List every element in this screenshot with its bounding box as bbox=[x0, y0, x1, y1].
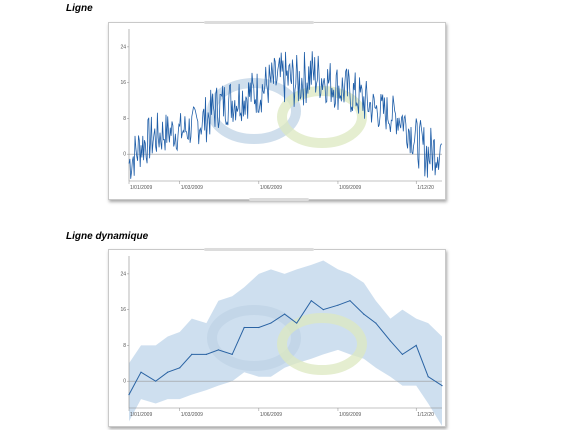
data-point bbox=[231, 353, 233, 355]
data-point bbox=[363, 313, 365, 315]
x-tick-label: 1/03/2009 bbox=[181, 412, 203, 418]
watermark-ring-green bbox=[277, 86, 367, 148]
x-tick-label: 1/06/2009 bbox=[260, 412, 282, 418]
x-tick-label: 1/12/20 bbox=[417, 185, 434, 191]
x-tick-label: 1/12/20 bbox=[417, 412, 434, 418]
line-chart: 24 16 8 0 1/01/2009 1/03/2009 1/06/2009 1/09/20… bbox=[120, 29, 443, 191]
chart-heading-ligne: Ligne bbox=[66, 3, 93, 14]
y-tick-label: 8 bbox=[123, 116, 126, 122]
data-point bbox=[349, 300, 351, 302]
chart-heading-ligne-dynamique: Ligne dynamique bbox=[66, 231, 149, 242]
data-point bbox=[389, 340, 392, 342]
data-point bbox=[205, 353, 207, 355]
data-point bbox=[427, 376, 429, 378]
y-tick-label: 8 bbox=[123, 343, 126, 349]
data-point bbox=[167, 371, 169, 373]
x-tick-label: 1/06/2009 bbox=[260, 185, 282, 191]
y-tick-label: 24 bbox=[120, 44, 126, 50]
scroll-handle-top[interactable] bbox=[204, 21, 314, 24]
x-tick-label: 1/01/2009 bbox=[130, 412, 152, 418]
series-line bbox=[128, 51, 443, 179]
y-tick-label: 24 bbox=[120, 271, 126, 277]
data-point bbox=[243, 326, 245, 329]
scroll-handle-top-2[interactable] bbox=[204, 248, 314, 251]
y-tick-label: 16 bbox=[120, 307, 126, 313]
y-tick-label: 16 bbox=[120, 80, 126, 86]
data-point bbox=[441, 385, 443, 387]
data-point bbox=[191, 353, 193, 355]
x-tick-label: 1/03/2009 bbox=[181, 185, 203, 191]
data-point bbox=[401, 353, 404, 355]
data-point bbox=[296, 322, 298, 324]
data-point bbox=[217, 349, 220, 351]
data-point bbox=[270, 322, 272, 324]
data-point bbox=[322, 309, 324, 311]
data-point bbox=[258, 326, 260, 329]
data-point bbox=[415, 344, 417, 347]
line-chart-panel: 24 16 8 0 1/01/2009 1/03/2009 1/06/2009 1/09/20… bbox=[108, 21, 446, 201]
data-point bbox=[155, 380, 157, 382]
scroll-handle-bottom[interactable] bbox=[249, 198, 309, 201]
data-point bbox=[337, 304, 339, 306]
x-tick-label: 1/09/2009 bbox=[339, 412, 361, 418]
dynamic-line-chart: 24 16 8 0 1/01/2009 1/03/2009 1/06/2009 1/09/20… bbox=[120, 256, 443, 426]
watermark-ring-blue bbox=[207, 305, 301, 371]
x-tick-label: 1/01/2009 bbox=[130, 185, 152, 191]
watermark-ring-green bbox=[277, 313, 367, 375]
dynamic-line-chart-panel: 24 16 8 0 1/01/2009 1/03/2009 1/06/2009 1/09/20… bbox=[108, 248, 446, 427]
data-point bbox=[310, 300, 312, 302]
x-tick-label: 1/09/2009 bbox=[339, 185, 361, 191]
y-tick-label: 0 bbox=[123, 379, 126, 385]
data-point bbox=[375, 322, 377, 324]
data-point bbox=[179, 367, 181, 369]
data-point bbox=[140, 371, 142, 373]
data-point bbox=[128, 393, 130, 396]
y-tick-label: 0 bbox=[123, 152, 126, 158]
data-point bbox=[284, 313, 286, 315]
